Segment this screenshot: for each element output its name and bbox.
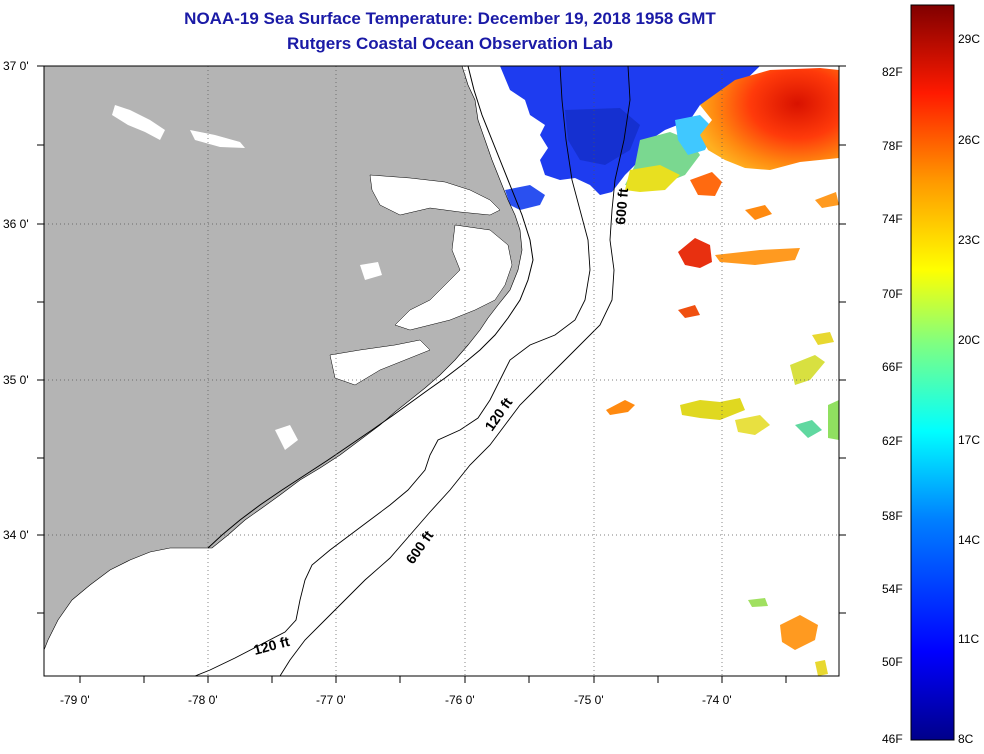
green-patch-1 [795, 420, 822, 438]
plot-frame [43, 65, 840, 677]
yellow-patch-1 [680, 398, 745, 420]
lat-label-34: 34 0' [3, 528, 29, 542]
lon-label-78: -78 0' [188, 693, 218, 707]
colorbar-c-23: 23C [958, 233, 981, 247]
lon-label-76: -76 0' [445, 693, 475, 707]
colorbar-f-66: 66F [882, 360, 903, 374]
warm-fragment-3 [678, 238, 712, 268]
warm-fragment-6 [678, 305, 700, 318]
colorbar-f-74: 74F [882, 212, 903, 226]
axis-ticks [37, 65, 846, 683]
warm-fragment-7 [606, 400, 635, 415]
colorbar-f-78: 78F [882, 139, 903, 153]
lat-label-37: 37 0' [3, 59, 29, 73]
front-cyan [675, 115, 715, 155]
lat-label-35: 35 0' [3, 373, 29, 387]
cold-water-fragment [505, 185, 545, 210]
warm-patch-south [780, 615, 818, 650]
colorbar-c-8: 8C [958, 732, 974, 746]
colorbar-f-46: 46F [882, 732, 903, 746]
contour-label-600-right: 600 ft [612, 187, 631, 225]
colorbar-f-82: 82F [882, 65, 903, 79]
map-subtitle: Rutgers Coastal Ocean Observation Lab [287, 34, 613, 53]
colorbar-c-14: 14C [958, 533, 981, 547]
inland-lake-1 [112, 105, 165, 140]
isobath-120ft [194, 66, 591, 676]
colorbar-f-50: 50F [882, 655, 903, 669]
green-patch-south [748, 598, 768, 607]
yellow-patch-3 [790, 355, 825, 385]
lon-label-74: -74 0' [702, 693, 732, 707]
colorbar-c-11: 11C [958, 632, 980, 646]
colorbar-f-70: 70F [882, 287, 903, 301]
graticule [44, 66, 839, 676]
colorbar-f-58: 58F [882, 509, 903, 523]
yellow-patch-south [815, 660, 828, 676]
inland-lake-3 [360, 262, 382, 280]
pamlico-sound [394, 224, 513, 331]
warm-fragment-5 [815, 192, 839, 208]
lat-label-36: 36 0' [3, 217, 29, 231]
map-title: NOAA-19 Sea Surface Temperature: Decembe… [184, 9, 716, 28]
outer-banks [207, 66, 534, 549]
lon-label-77: -77 0' [316, 693, 346, 707]
colorbar-c-17: 17C [958, 433, 981, 447]
colorbar-c-20: 20C [958, 333, 981, 347]
warm-fragment-1 [690, 172, 722, 196]
warm-fragment-2 [745, 205, 772, 220]
lon-label-75: -75 0' [574, 693, 604, 707]
colorbar [910, 4, 955, 741]
colorbar-f-62: 62F [882, 434, 903, 448]
isobath-600ft [279, 66, 631, 676]
colorbar-c-29: 29C [958, 32, 981, 46]
yellow-patch-4 [812, 332, 834, 345]
warm-fragment-4 [715, 248, 800, 265]
lon-label-79: -79 0' [60, 693, 90, 707]
inland-lake-4 [275, 425, 298, 450]
colorbar-c-26: 26C [958, 133, 981, 147]
albemarle-sound [369, 174, 501, 216]
inland-lake-2 [190, 130, 245, 148]
green-patch-2 [828, 400, 839, 440]
neuse-estuary [329, 339, 431, 386]
front-yellow [625, 165, 680, 192]
warm-water-region [700, 68, 839, 170]
yellow-patch-2 [735, 415, 770, 435]
colorbar-f-54: 54F [882, 582, 903, 596]
